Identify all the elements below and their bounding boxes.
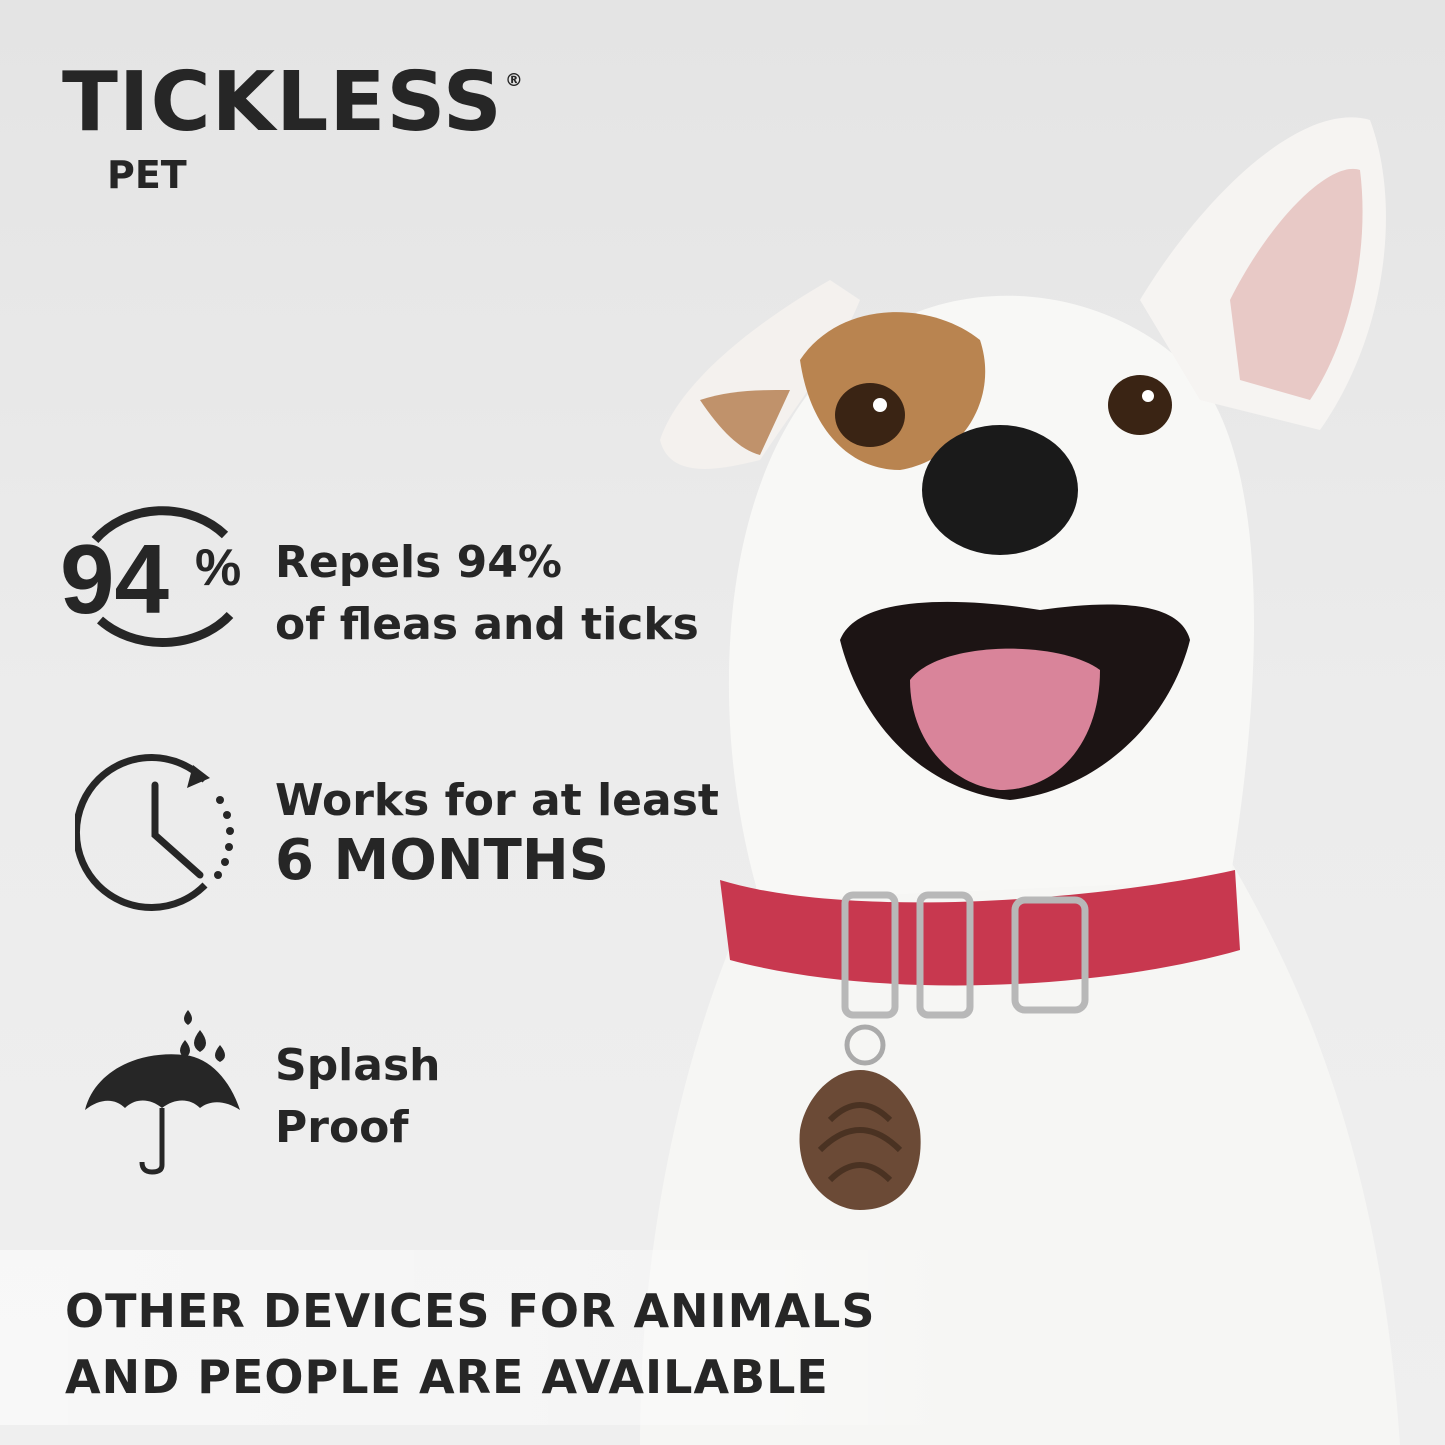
footer-band xyxy=(0,1250,960,1425)
dog-nose xyxy=(922,425,1078,555)
footer-line: AND PEOPLE ARE AVAILABLE xyxy=(65,1350,829,1404)
feature-splash: Splash Proof xyxy=(275,1035,440,1159)
dog-tongue xyxy=(910,648,1100,790)
tickless-tag xyxy=(799,1070,921,1210)
product-name: PET xyxy=(107,153,187,197)
dog-collar xyxy=(720,870,1240,986)
badge-number: 94 xyxy=(60,524,169,634)
footer-text: OTHER DEVICES FOR ANIMALS AND PEOPLE ARE… xyxy=(65,1278,875,1410)
feature-line: of fleas and ticks xyxy=(275,599,699,650)
dog-left-eye xyxy=(835,383,905,447)
dog-right-eye xyxy=(1108,375,1172,435)
percent-circle-icon: 94 % xyxy=(60,506,241,647)
feature-duration: Works for at least 6 MONTHS xyxy=(275,770,719,890)
footer-line: OTHER DEVICES FOR ANIMALS xyxy=(65,1284,876,1338)
feature-line: Works for at least xyxy=(275,775,719,826)
badge-unit: % xyxy=(195,539,241,597)
brand-logo: TICKLESS ® xyxy=(62,62,524,144)
feature-repels: Repels 94% of fleas and ticks xyxy=(275,532,699,656)
umbrella-rain-icon xyxy=(85,1010,240,1175)
feature-line: Repels 94% xyxy=(275,537,562,588)
registered-mark: ® xyxy=(504,70,524,91)
feature-line: 6 MONTHS xyxy=(275,828,610,893)
feature-line: Proof xyxy=(275,1102,409,1153)
dog-left-ear xyxy=(660,280,860,469)
feature-line: Splash xyxy=(275,1040,441,1091)
brand-name: TICKLESS xyxy=(62,55,503,150)
clock-cycle-icon xyxy=(75,754,234,911)
